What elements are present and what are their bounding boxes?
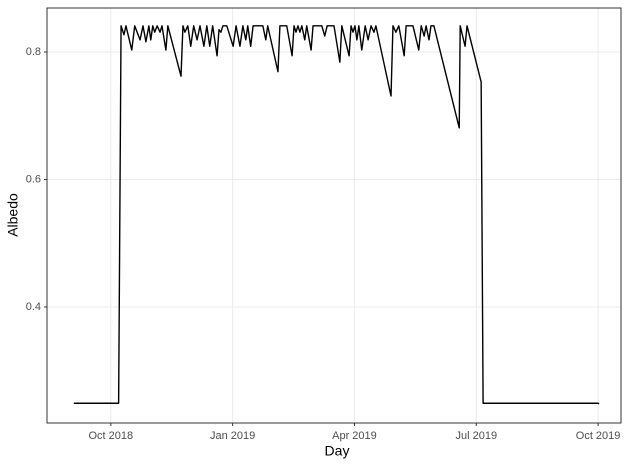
y-tick-label: 0.4 [26,301,41,313]
plot-area [73,25,600,405]
x-tick-label: Jul 2019 [455,430,497,442]
y-tick-label: 0.6 [26,173,41,185]
x-tick-label: Oct 2019 [576,430,621,442]
y-tick-label: 0.8 [26,46,41,58]
panel-border [46,7,622,424]
y-axis-title: Albedo [5,193,21,237]
x-tick-label: Apr 2019 [332,430,377,442]
x-tick-label: Jan 2019 [210,430,255,442]
x-tick-label: Oct 2018 [89,430,134,442]
grid [47,8,621,423]
line [73,25,600,405]
x-axis-title: Day [325,443,350,459]
